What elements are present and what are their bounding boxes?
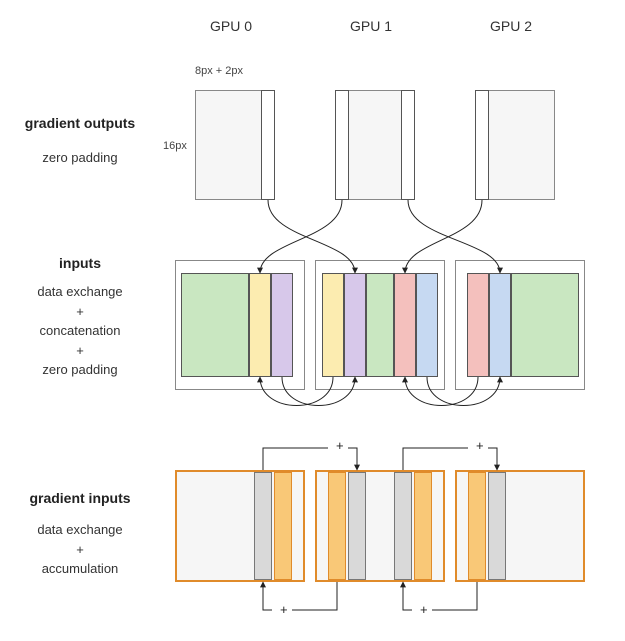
r3-plus-bot-right: + <box>420 602 428 617</box>
r3-gpu0-gray <box>254 472 272 580</box>
r3-gpu2-gray <box>488 472 506 580</box>
r3-plus-bot-left: + <box>280 602 288 617</box>
r3-gpu1-rorange <box>414 472 432 580</box>
r2-gpu1-blue <box>416 273 438 377</box>
row3-sub: data exchange + accumulation <box>0 520 160 579</box>
r3-gpu1-rgray <box>394 472 412 580</box>
r2-gpu1-purple <box>344 273 366 377</box>
col-header-gpu2: GPU 2 <box>490 18 532 34</box>
col-header-gpu0: GPU 0 <box>210 18 252 34</box>
col-header-gpu1: GPU 1 <box>350 18 392 34</box>
row1-title: gradient outputs <box>0 115 160 131</box>
r3-gpu0-orange <box>274 472 292 580</box>
r3-plus-top-right: + <box>476 438 484 453</box>
r2-gpu1-green <box>366 273 394 377</box>
dim-height-label: 16px <box>163 140 187 152</box>
r2-gpu2-green <box>511 273 579 377</box>
r2-gpu0-yellow <box>249 273 271 377</box>
r2-gpu0-green <box>181 273 249 377</box>
r3-gpu2-orange <box>468 472 486 580</box>
r1-gpu1-lstrip <box>335 90 349 200</box>
r1-gpu0-rstrip <box>261 90 275 200</box>
row3-title: gradient inputs <box>0 490 160 506</box>
r1-gpu1-rstrip <box>401 90 415 200</box>
dim-width-label: 8px + 2px <box>195 65 243 77</box>
r2-gpu2-red <box>467 273 489 377</box>
r2-gpu0-purple <box>271 273 293 377</box>
r2-gpu1-red <box>394 273 416 377</box>
r2-gpu2-blue <box>489 273 511 377</box>
r1-gpu2-lstrip <box>475 90 489 200</box>
r3-gpu1-lgray <box>348 472 366 580</box>
row2-sub: data exchange + concatenation + zero pad… <box>0 282 160 380</box>
row2-title: inputs <box>0 255 160 271</box>
r3-gpu1-lorange <box>328 472 346 580</box>
r2-gpu1-yellow <box>322 273 344 377</box>
r3-plus-top-left: + <box>336 438 344 453</box>
row1-sub: zero padding <box>0 148 160 168</box>
